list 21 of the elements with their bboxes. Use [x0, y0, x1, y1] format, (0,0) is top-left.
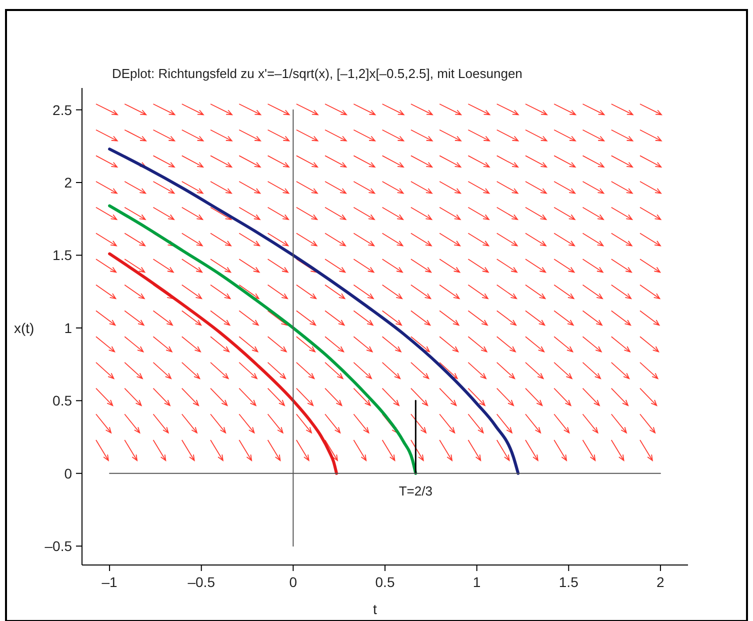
- y-tick-label: 1.5: [52, 247, 72, 264]
- y-axis-title: x(t): [14, 320, 34, 336]
- y-tick-label: 0: [64, 465, 72, 482]
- x-axis-title: t: [373, 601, 378, 617]
- line-series: [108, 148, 520, 475]
- x-tick-label: –1: [102, 574, 118, 590]
- x-tick-label: 0: [289, 574, 298, 590]
- chart-title: DEplot: Richtungsfeld zu x'=–1/sqrt(x), [–1,2]x[–0.5,2.5], mit Loesungen: [112, 66, 522, 81]
- y-tick-label: 2.5: [52, 102, 72, 118]
- y-tick-label: 2: [64, 174, 72, 191]
- y-tick-label: 0.5: [52, 392, 72, 409]
- annotation: T=2/3: [398, 483, 432, 498]
- x-tick-label: 1.5: [558, 574, 579, 590]
- line-series: [108, 252, 338, 475]
- x-tick-label: 0.5: [375, 574, 395, 590]
- x-tick-label: –0.5: [188, 574, 216, 590]
- line-series: [108, 204, 418, 475]
- y-tick-label: 1: [64, 320, 72, 336]
- y-tick-label: –0.5: [44, 538, 72, 554]
- x-tick-label: 2: [656, 574, 665, 590]
- x-tick-label: 1: [472, 574, 481, 590]
